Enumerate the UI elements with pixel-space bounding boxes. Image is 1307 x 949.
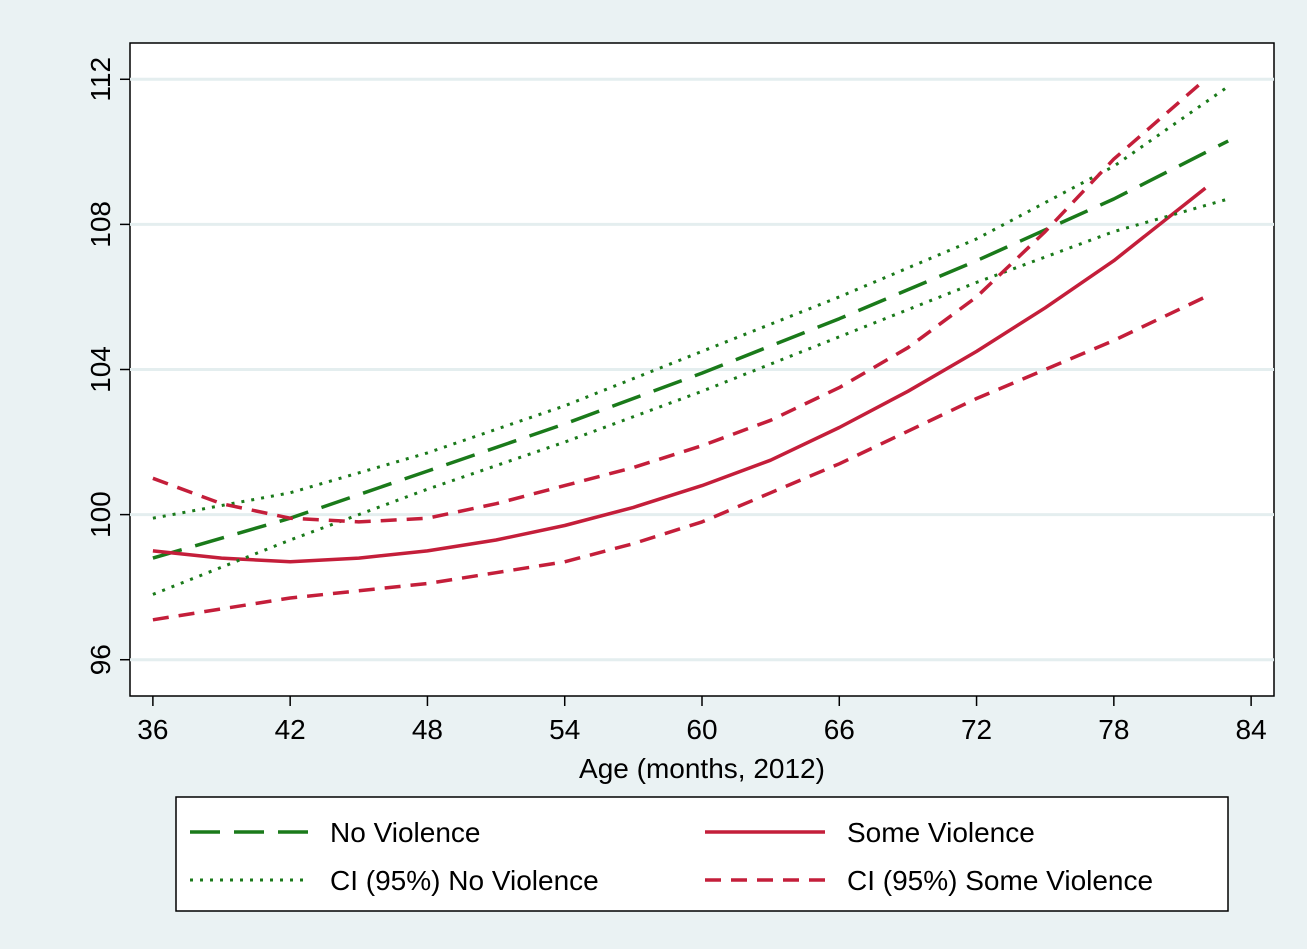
legend-box [175,796,1229,912]
y-axis: 96 100 104 108 112 [85,57,130,675]
y-tick-label-112: 112 [85,57,116,102]
x-tick-label-66: 66 [824,714,855,745]
y-tick-label-96: 96 [85,644,116,675]
x-tick-label-54: 54 [549,714,580,745]
gridlines [130,77,1274,662]
x-axis-title: Age (months, 2012) [579,753,825,784]
x-tick-label-60: 60 [686,714,717,745]
y-tick-label-108: 108 [85,201,116,248]
legend-label-no-violence: No Violence [330,817,480,848]
series-some-violence [152,186,1207,564]
x-tick-label-84: 84 [1236,714,1267,745]
y-tick-label-100: 100 [85,491,116,538]
series-ci-95-some-violence-lower [152,295,1207,622]
series-no-violence [152,139,1229,560]
series-lines [152,77,1230,622]
x-tick-label-36: 36 [137,714,168,745]
series-ci-95-some-violence-upper [152,77,1207,524]
legend-label-ci-no-violence: CI (95%) No Violence [330,865,599,896]
x-tick-label-42: 42 [275,714,306,745]
y-tick-label-104: 104 [85,346,116,393]
x-tick-label-48: 48 [412,714,443,745]
legend-label-ci-some-violence: CI (95%) Some Violence [847,865,1153,896]
x-tick-label-78: 78 [1098,714,1129,745]
x-tick-label-72: 72 [961,714,992,745]
legend-label-some-violence: Some Violence [847,817,1035,848]
legend: No Violence Some Violence CI (95%) No Vi… [175,796,1229,912]
x-axis: 36 42 48 54 60 66 72 78 84 [137,696,1267,745]
